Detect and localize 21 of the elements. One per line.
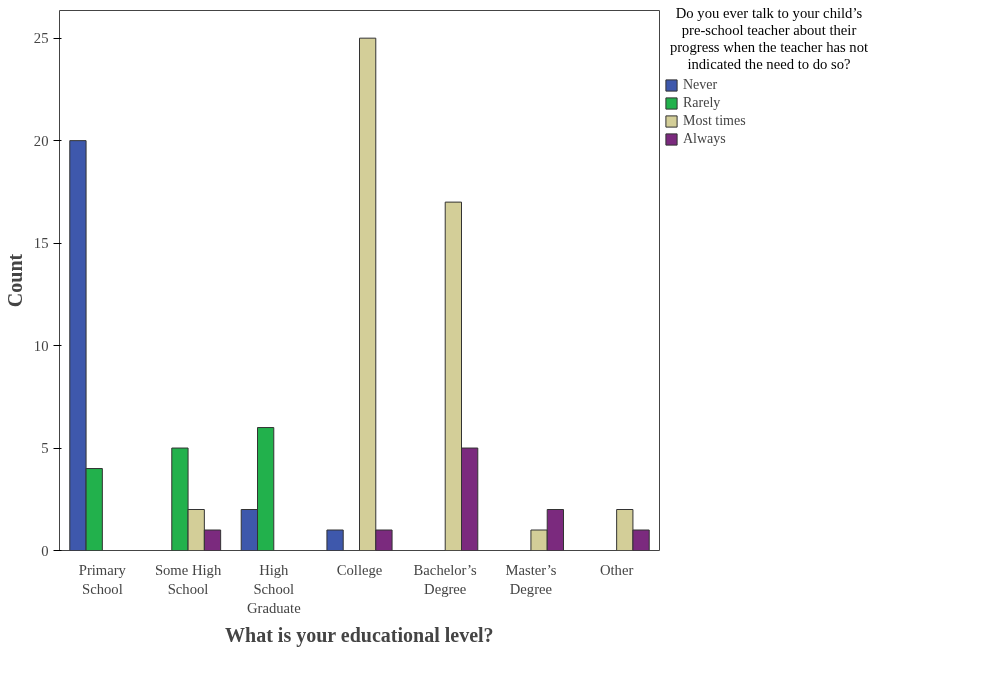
legend-label: Always: [683, 131, 726, 148]
y-axis-title: Count: [3, 253, 26, 308]
legend-title: Do you ever talk to your child’s pre-school teacher about their progress when the teacher has not indicated the need to do so?: [669, 5, 869, 73]
bar: [326, 529, 344, 551]
x-tick-label: Other: [599, 561, 634, 578]
x-tick-label: Some High School: [154, 561, 222, 597]
y-tick-label: 25: [33, 30, 49, 47]
x-tick-label: Primary School: [78, 561, 127, 597]
legend-label: Rarely: [683, 95, 721, 112]
x-tick-label: College: [336, 561, 383, 578]
y-tick-label: 15: [33, 235, 49, 252]
y-tick-label: 0: [41, 542, 49, 559]
x-tick-label: Bachelor’s Degree: [413, 561, 478, 597]
y-tick-label: 10: [33, 337, 49, 354]
legend-label: Most times: [683, 113, 746, 130]
legend-label: Never: [683, 77, 718, 94]
x-axis-title: What is your educational level?: [225, 623, 494, 647]
y-tick-label: 20: [33, 132, 49, 149]
x-tick-label: High School Graduate: [246, 561, 301, 616]
y-tick-label: 5: [41, 440, 49, 457]
x-tick-label: Master’s Degree: [505, 561, 557, 597]
